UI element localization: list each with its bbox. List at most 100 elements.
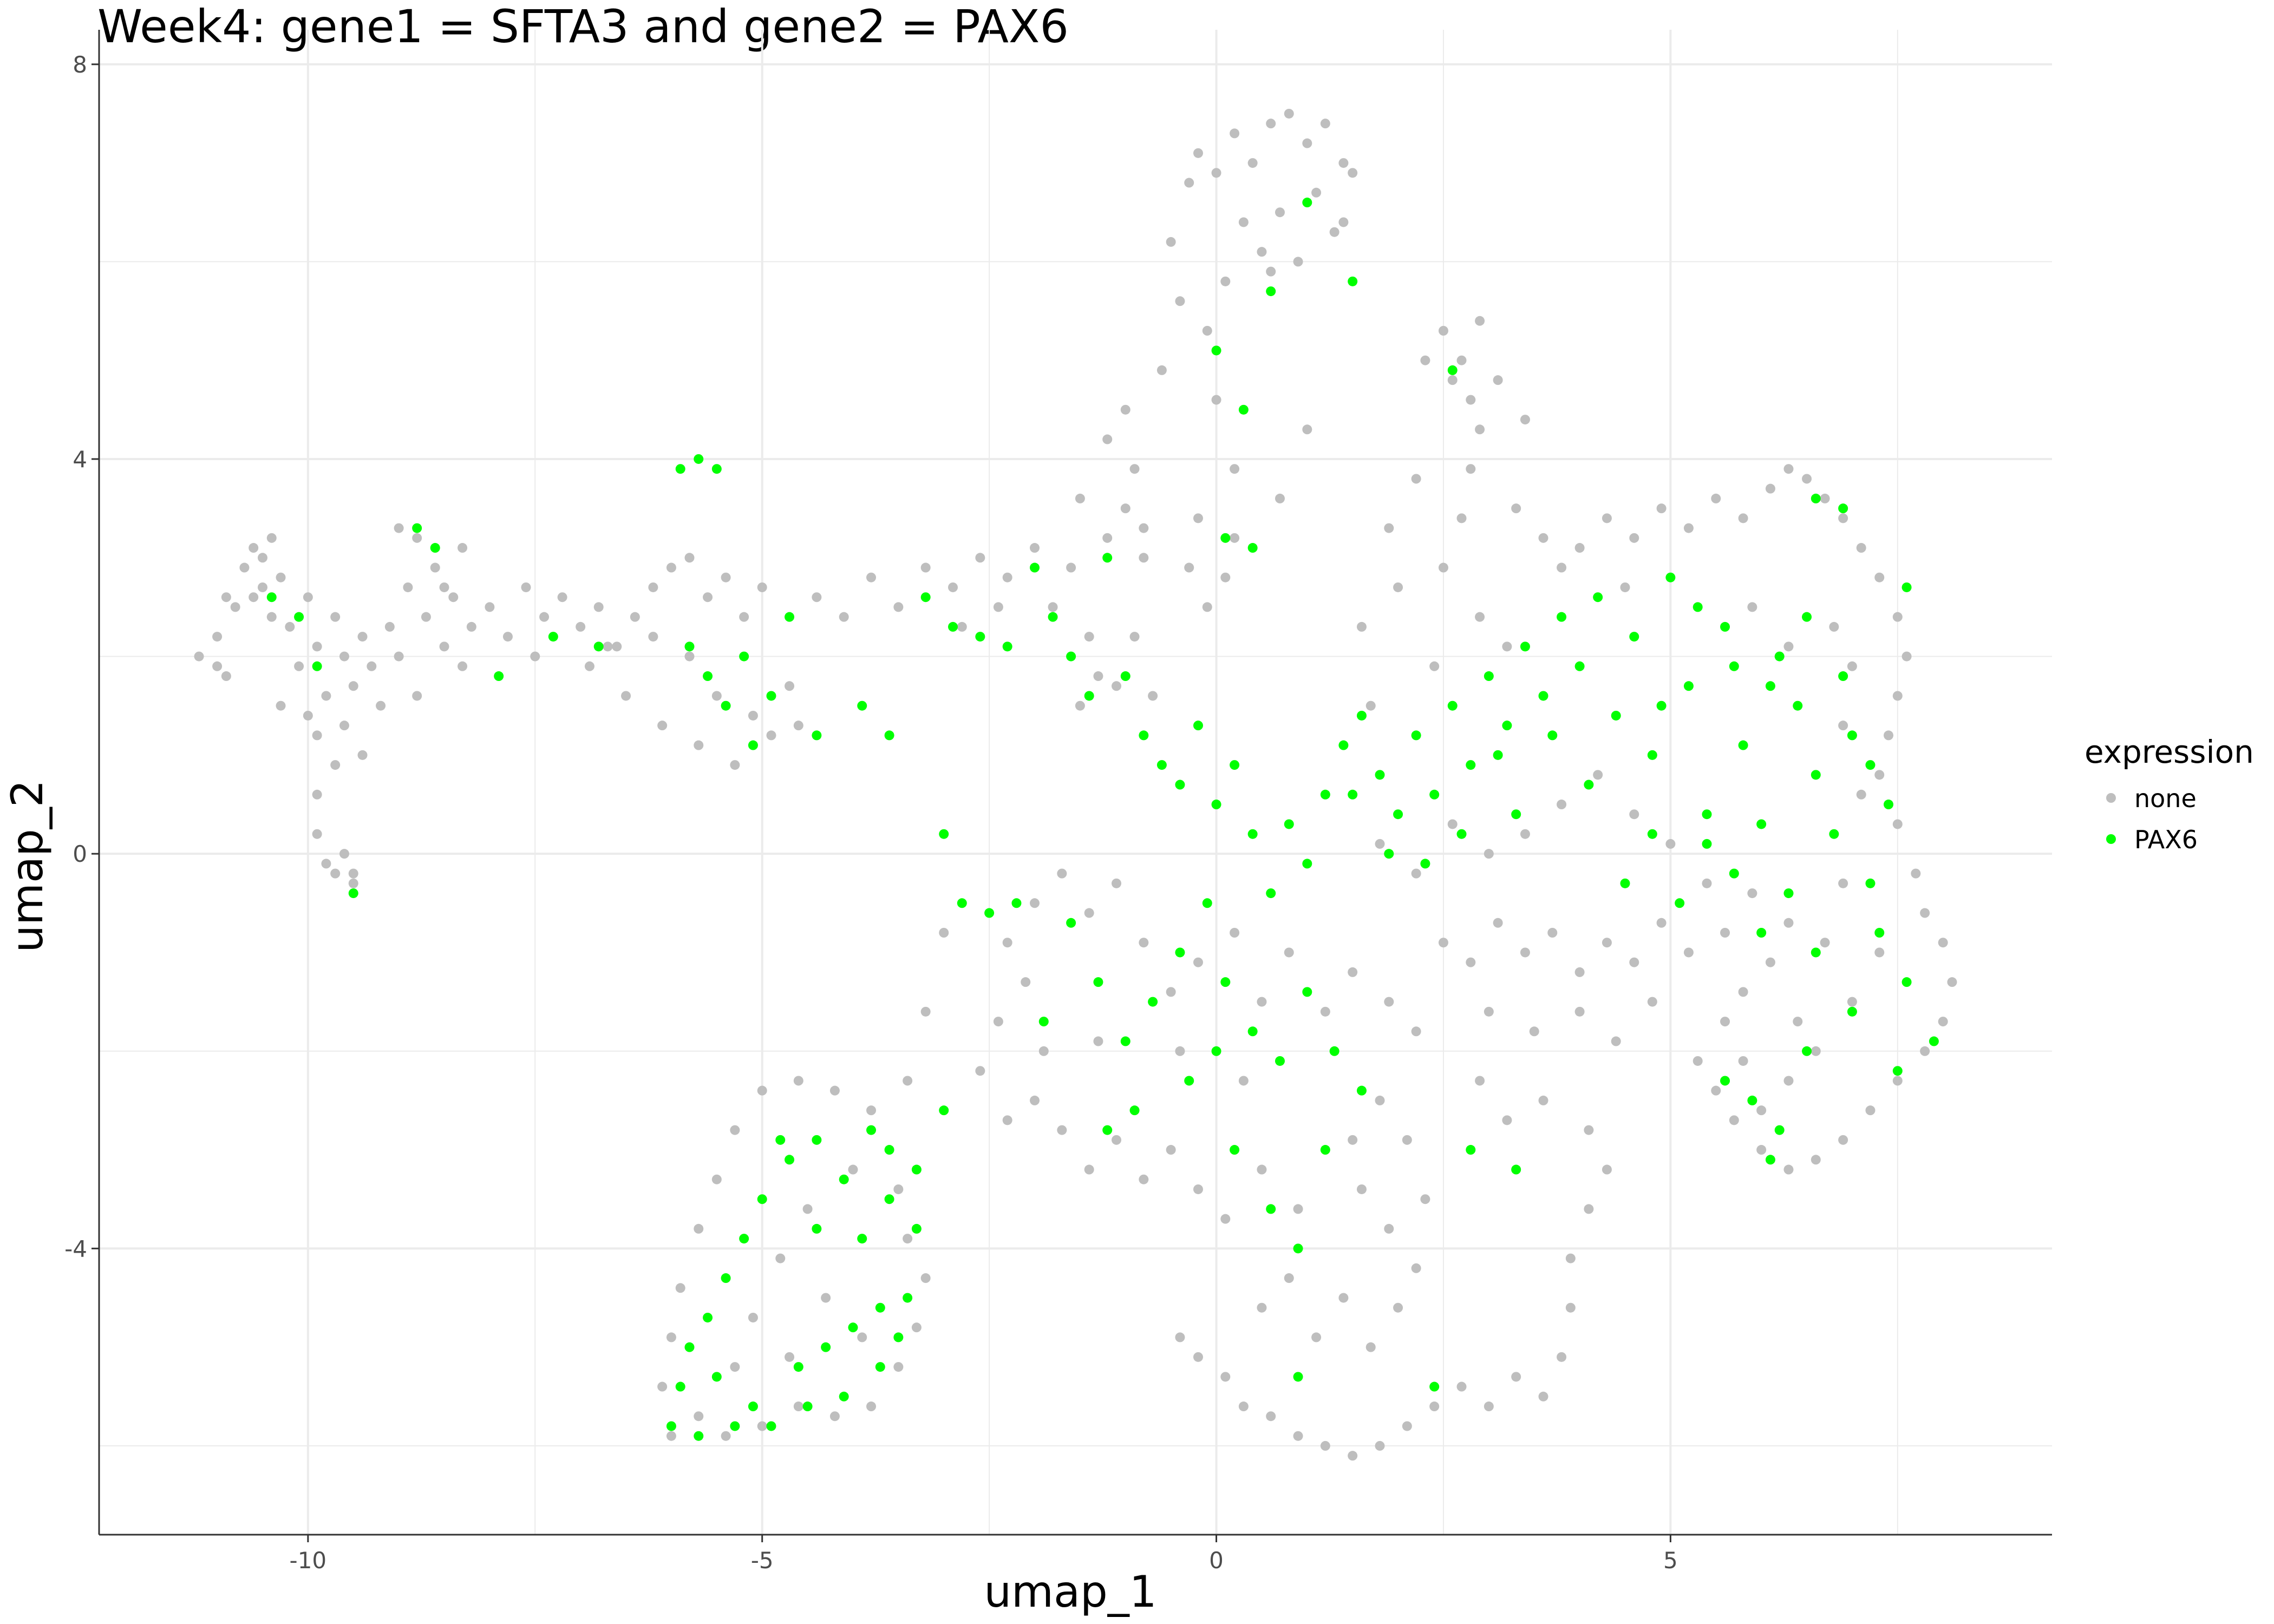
point-none xyxy=(348,878,358,888)
point-none xyxy=(893,602,904,612)
point-pax6 xyxy=(1066,651,1076,662)
legend-key-pax6 xyxy=(2101,829,2122,850)
point-none xyxy=(448,592,459,603)
point-pax6 xyxy=(711,1372,722,1382)
point-none xyxy=(1311,1332,1322,1343)
point-pax6 xyxy=(1375,770,1385,780)
point-pax6 xyxy=(1802,1046,1812,1056)
point-none xyxy=(1193,1184,1203,1194)
point-none xyxy=(1629,533,1639,543)
point-pax6 xyxy=(812,1135,822,1145)
point-none xyxy=(1175,1046,1185,1056)
point-none xyxy=(276,572,286,582)
point-none xyxy=(766,730,776,741)
point-none xyxy=(1901,651,1912,662)
point-none xyxy=(312,641,322,652)
point-pax6 xyxy=(1874,928,1885,938)
point-none xyxy=(1683,947,1694,958)
point-none xyxy=(648,582,658,592)
point-pax6 xyxy=(1747,1095,1757,1105)
point-none xyxy=(1920,1046,1930,1056)
point-none xyxy=(1547,928,1558,938)
point-none xyxy=(1756,1105,1767,1116)
x-tick-label: 0 xyxy=(1209,1547,1224,1574)
point-none xyxy=(1557,1352,1567,1362)
point-pax6 xyxy=(430,543,440,553)
point-pax6 xyxy=(1184,1076,1194,1086)
point-none xyxy=(257,582,267,592)
point-pax6 xyxy=(911,1164,922,1175)
point-none xyxy=(1393,1302,1403,1313)
point-pax6 xyxy=(1466,760,1476,770)
point-pax6 xyxy=(1802,612,1812,622)
point-pax6 xyxy=(1230,760,1240,770)
point-none xyxy=(1338,158,1349,168)
point-pax6 xyxy=(1647,750,1657,760)
point-pax6 xyxy=(1175,947,1185,958)
point-none xyxy=(1484,849,1494,859)
point-none xyxy=(694,740,704,750)
point-none xyxy=(1665,839,1676,849)
point-none xyxy=(648,632,658,642)
point-none xyxy=(1393,582,1403,592)
point-none xyxy=(339,849,349,859)
point-pax6 xyxy=(593,641,604,652)
point-none xyxy=(975,553,985,563)
point-none xyxy=(757,1421,767,1431)
x-axis-title: umap_1 xyxy=(984,1567,1156,1617)
point-pax6 xyxy=(1084,691,1094,701)
point-pax6 xyxy=(348,888,358,899)
point-none xyxy=(312,789,322,800)
point-pax6 xyxy=(1847,1006,1857,1017)
point-pax6 xyxy=(1048,612,1058,622)
point-none xyxy=(1066,562,1076,573)
point-none xyxy=(1220,1372,1231,1382)
point-pax6 xyxy=(1720,621,1730,632)
point-none xyxy=(1411,1026,1421,1037)
point-none xyxy=(1447,375,1458,385)
point-pax6 xyxy=(312,661,322,671)
point-pax6 xyxy=(1238,404,1249,415)
point-pax6 xyxy=(1765,1155,1775,1165)
axes: -10 -5 0 5 -4 0 4 8 xyxy=(64,30,2052,1574)
point-none xyxy=(1293,1431,1303,1441)
point-none xyxy=(1057,868,1067,879)
point-pax6 xyxy=(1284,819,1294,829)
point-none xyxy=(1338,217,1349,227)
point-none xyxy=(1266,119,1276,129)
point-none xyxy=(920,1273,931,1284)
point-pax6 xyxy=(1266,1204,1276,1214)
point-pax6 xyxy=(1211,800,1221,810)
point-pax6 xyxy=(1783,888,1794,899)
point-none xyxy=(1502,1115,1512,1125)
point-none xyxy=(212,632,223,642)
point-none xyxy=(1711,1085,1721,1096)
point-pax6 xyxy=(1320,789,1330,800)
point-pax6 xyxy=(1211,345,1221,356)
point-pax6 xyxy=(1811,493,1821,503)
point-none xyxy=(1057,1125,1067,1135)
point-none xyxy=(1275,207,1285,218)
point-none xyxy=(893,1184,904,1194)
point-none xyxy=(1538,1391,1548,1402)
point-none xyxy=(1765,483,1775,494)
point-pax6 xyxy=(721,700,731,711)
point-none xyxy=(1193,513,1203,523)
point-none xyxy=(1511,503,1521,514)
point-none xyxy=(666,1431,676,1441)
point-none xyxy=(1529,1026,1539,1037)
point-pax6 xyxy=(1511,809,1521,820)
point-none xyxy=(1211,395,1221,405)
point-none xyxy=(485,602,495,612)
point-none xyxy=(221,671,231,682)
point-none xyxy=(1193,1352,1203,1362)
point-none xyxy=(1884,730,1894,741)
point-none xyxy=(239,562,250,573)
point-none xyxy=(1111,1135,1121,1145)
point-none xyxy=(812,592,822,603)
point-none xyxy=(321,859,331,869)
point-pax6 xyxy=(1838,671,1848,682)
point-pax6 xyxy=(1538,691,1548,701)
point-pax6 xyxy=(1892,1066,1903,1076)
point-none xyxy=(1284,947,1294,958)
